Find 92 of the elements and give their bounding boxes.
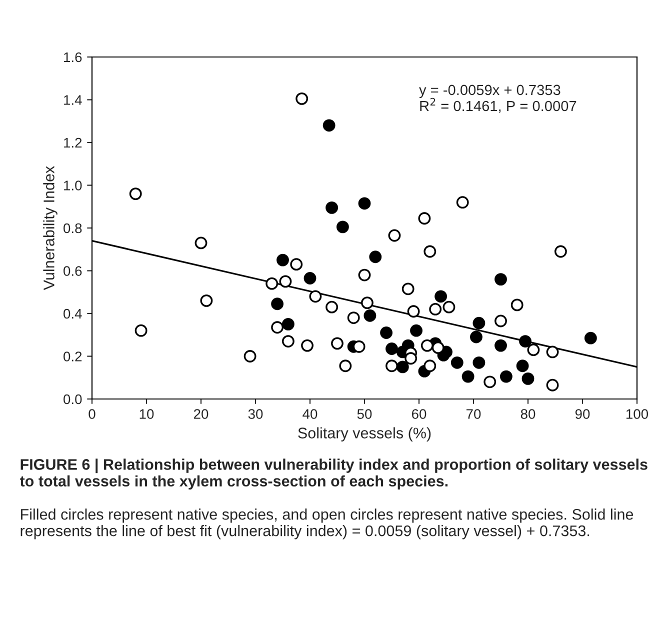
x-tick-label: 0 <box>88 409 96 419</box>
point <box>396 360 409 374</box>
y-tick-label: 1.4 <box>64 95 82 105</box>
x-tick-label: 20 <box>194 409 208 419</box>
point <box>546 378 559 392</box>
y-tick-label: 0.6 <box>64 266 82 276</box>
point <box>472 356 486 369</box>
point <box>276 254 289 266</box>
point <box>386 360 398 372</box>
x-tick-label: 50 <box>357 409 372 419</box>
point <box>358 268 371 282</box>
point <box>326 201 338 214</box>
x-tick-label: 70 <box>466 409 481 419</box>
point <box>402 282 414 296</box>
y-tick-label: 1.2 <box>64 138 82 148</box>
point <box>494 273 507 286</box>
x-tick-label: 100 <box>626 409 648 419</box>
point <box>296 92 308 105</box>
point <box>554 245 567 258</box>
point <box>404 352 418 365</box>
point <box>470 330 482 344</box>
point <box>388 229 401 242</box>
point <box>282 335 294 348</box>
y-tick-label: 0.8 <box>64 223 82 234</box>
point <box>472 316 486 330</box>
point <box>361 296 374 310</box>
x-tick-label: 90 <box>575 409 590 419</box>
point <box>326 300 338 314</box>
point <box>456 196 469 209</box>
point <box>484 376 496 388</box>
point <box>266 277 278 290</box>
annotation: y = -0.0059x + 0.7353 <box>419 84 560 98</box>
text: Filled circles represent native species, and open circles represent native species. Solid line represents the line of best fit (vulnerability index) = 0.0059 (solitary vessel) + 0.7353. <box>20 508 634 540</box>
point <box>331 337 344 350</box>
y-tick-label: 0.2 <box>64 352 82 362</box>
x-tick-label: 80 <box>520 409 536 419</box>
annotation: R$^{2}$ = 0.1461, P = 0.0007 <box>420 98 576 113</box>
point <box>429 303 442 316</box>
point <box>290 258 303 271</box>
point <box>369 250 382 264</box>
point <box>420 339 434 352</box>
point <box>546 346 559 358</box>
point <box>442 300 456 314</box>
point <box>424 245 436 258</box>
y-tick-label: 1.0 <box>64 180 82 190</box>
y-tick-label: 1.6 <box>64 52 82 62</box>
point <box>522 372 534 385</box>
y-tick-label: 0.4 <box>64 308 82 319</box>
point <box>282 318 294 330</box>
y-tick-label: 0.0 <box>64 394 82 404</box>
x-tick-label: 40 <box>302 409 318 419</box>
caption: FIGURE 6 | Relationship between vulnerability index and proportion of solitary vessels to total vessels in the xylem cross-section of each species. <box>20 458 648 490</box>
point <box>494 314 507 328</box>
point <box>301 339 314 352</box>
point <box>279 275 292 288</box>
point <box>494 339 507 352</box>
x-axis-title: Solitary vessels (%) <box>298 427 431 442</box>
point <box>500 370 512 383</box>
point <box>309 290 322 303</box>
point <box>527 344 540 356</box>
x-tick-label: 60 <box>412 409 426 419</box>
point <box>304 272 316 284</box>
point <box>584 332 597 344</box>
point <box>244 350 256 362</box>
point <box>386 342 398 355</box>
point <box>462 370 474 383</box>
point <box>339 360 352 372</box>
point <box>347 312 360 324</box>
point <box>516 360 529 372</box>
point <box>322 119 336 132</box>
point <box>358 197 371 210</box>
point <box>129 188 142 200</box>
point <box>134 324 148 337</box>
x-tick-label: 30 <box>248 409 263 419</box>
point <box>200 294 213 307</box>
point <box>519 335 532 348</box>
x-tick-label: 10 <box>140 409 154 419</box>
point <box>364 309 376 322</box>
point <box>407 305 420 318</box>
y-axis-title: Vulnerability Index <box>43 166 58 290</box>
point <box>432 341 444 354</box>
point <box>450 356 464 369</box>
point <box>271 321 284 334</box>
point <box>336 220 349 234</box>
point <box>194 236 208 250</box>
point <box>418 212 431 225</box>
point <box>434 290 448 303</box>
point <box>380 326 393 339</box>
point <box>410 324 422 337</box>
point <box>424 360 436 372</box>
point <box>510 298 524 312</box>
point <box>271 298 284 310</box>
